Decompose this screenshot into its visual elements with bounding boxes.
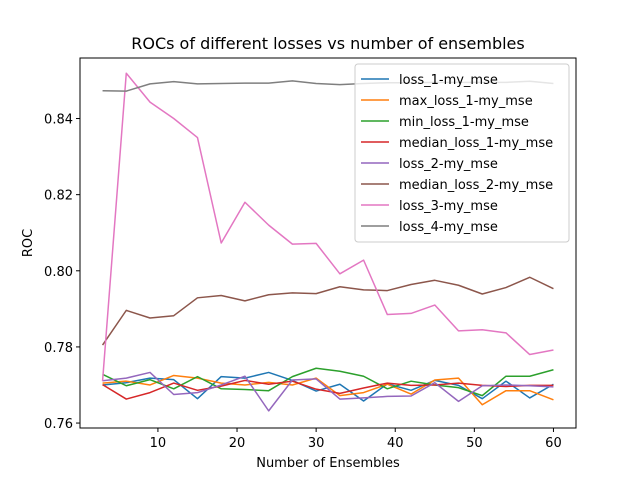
x-tick-label: 10 <box>150 436 167 451</box>
y-tick-label: 0.82 <box>44 189 73 204</box>
legend-entry: loss_2-my_mse <box>399 157 498 172</box>
plot-area <box>101 72 554 412</box>
series-line-loss_2-my_mse <box>102 371 554 412</box>
chart-title: ROCs of different losses vs number of en… <box>131 34 524 53</box>
y-axis-label: ROC <box>21 229 36 257</box>
legend-entry: max_loss_1-my_mse <box>399 94 533 109</box>
x-tick-label: 60 <box>545 436 562 451</box>
y-tick-label: 0.84 <box>44 113 73 128</box>
x-tick-label: 30 <box>308 436 325 451</box>
legend-entry: min_loss_1-my_mse <box>399 115 529 130</box>
y-axis: 0.76 0.78 0.80 0.82 0.84 <box>44 113 80 432</box>
x-axis: 10 20 30 40 50 60 <box>150 428 562 451</box>
legend-entry: loss_3-my_mse <box>399 199 498 214</box>
legend-entry: loss_4-my_mse <box>399 220 498 235</box>
legend-entry: median_loss_2-my_mse <box>399 178 553 193</box>
legend-entry: median_loss_1-my_mse <box>399 136 553 151</box>
legend-box <box>354 63 570 243</box>
x-axis-label: Number of Ensembles <box>256 456 400 471</box>
legend: loss_1-my_mse max_loss_1-my_mse min_loss_1… <box>354 63 570 243</box>
y-tick-label: 0.80 <box>44 265 73 280</box>
x-tick-label: 50 <box>466 436 483 451</box>
series-line-min_loss_1-my_mse <box>102 367 554 397</box>
series-line-loss_3-my_mse <box>101 72 554 382</box>
series-line-median_loss_1-my_mse <box>102 379 554 400</box>
y-tick-label: 0.78 <box>44 341 73 356</box>
legend-entry: loss_1-my_mse <box>399 73 498 88</box>
series-line-max_loss_1-my_mse <box>102 374 554 406</box>
x-tick-label: 20 <box>229 436 246 451</box>
series-line-median_loss_2-my_mse <box>101 276 554 346</box>
x-tick-label: 40 <box>387 436 404 451</box>
y-tick-label: 0.76 <box>44 417 73 432</box>
plot-frame <box>79 57 577 429</box>
